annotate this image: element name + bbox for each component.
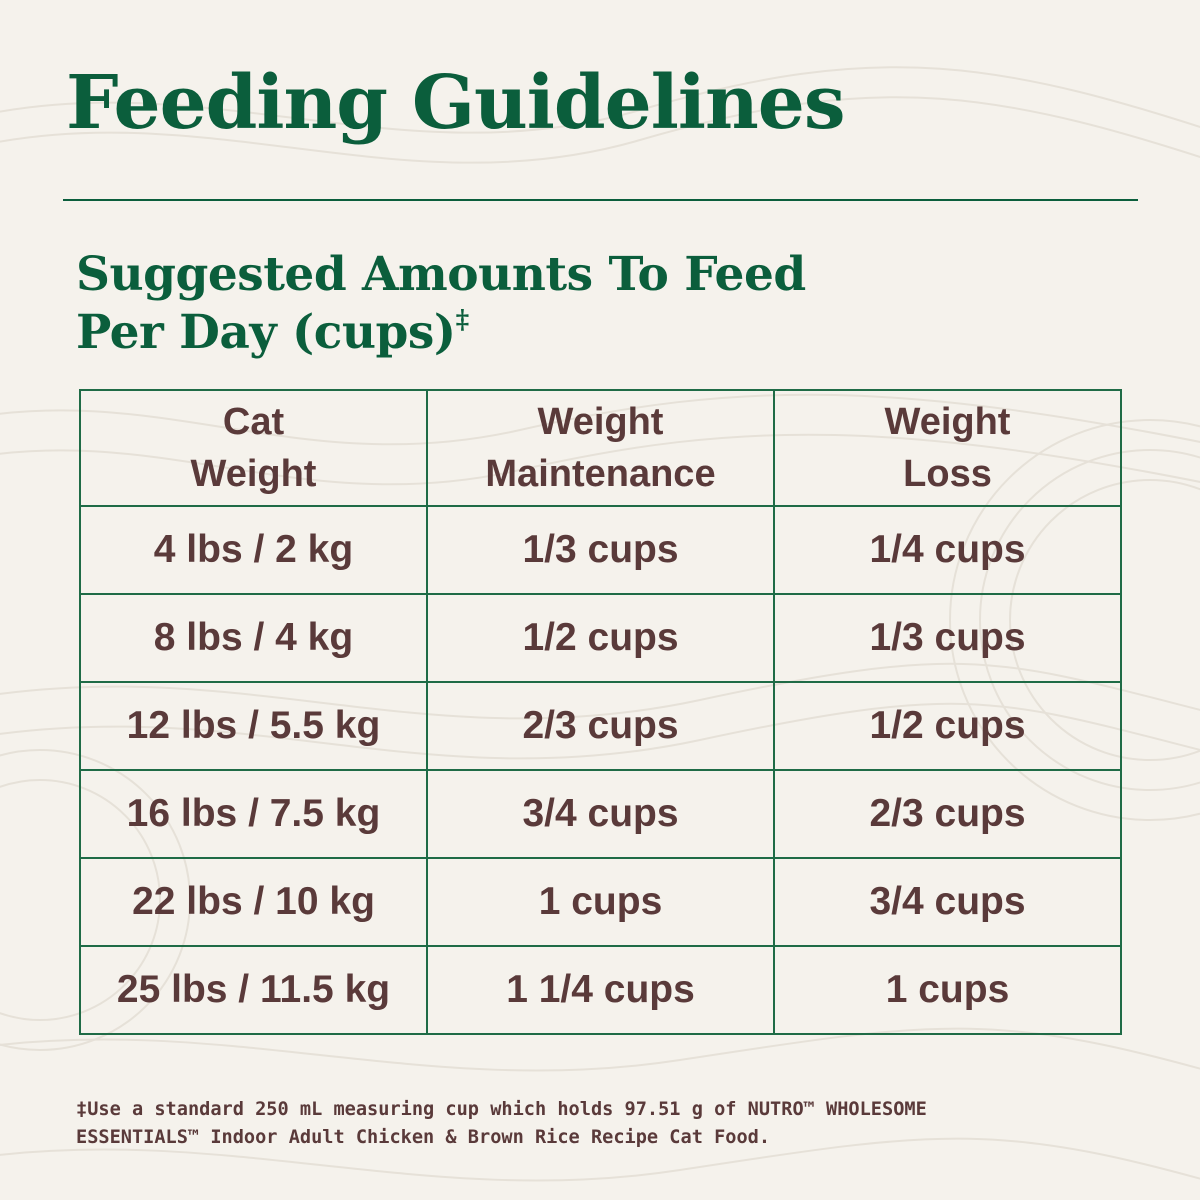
- subtitle-line-1: Suggested Amounts To Feed: [76, 247, 806, 302]
- footnote-line-1: ‡Use a standard 250 mL measuring cup whi…: [76, 1099, 927, 1120]
- subtitle-line-2: Per Day (cups): [76, 305, 456, 360]
- header-weight-maintenance: Weight Maintenance: [426, 389, 775, 507]
- cat-weight-cell: 8 lbs / 4 kg: [79, 593, 428, 683]
- weight-loss-cell: 2/3 cups: [773, 769, 1122, 859]
- maintenance-cell: 1/2 cups: [426, 593, 775, 683]
- feeding-table: Cat Weight Weight Maintenance Weight Los…: [79, 389, 1122, 1035]
- table-row: 16 lbs / 7.5 kg 3/4 cups 2/3 cups: [79, 769, 1122, 859]
- cat-weight-cell: 16 lbs / 7.5 kg: [79, 769, 428, 859]
- table-header-row: Cat Weight Weight Maintenance Weight Los…: [79, 389, 1122, 507]
- header-cat-weight: Cat Weight: [79, 389, 428, 507]
- table-row: 8 lbs / 4 kg 1/2 cups 1/3 cups: [79, 593, 1122, 683]
- cat-weight-cell: 4 lbs / 2 kg: [79, 505, 428, 595]
- table-row: 12 lbs / 5.5 kg 2/3 cups 1/2 cups: [79, 681, 1122, 771]
- weight-loss-cell: 1/3 cups: [773, 593, 1122, 683]
- footnote-line-2: ESSENTIALS™ Indoor Adult Chicken & Brown…: [76, 1127, 771, 1148]
- title-divider: [63, 199, 1138, 201]
- maintenance-cell: 1 cups: [426, 857, 775, 947]
- table-row: 25 lbs / 11.5 kg 1 1/4 cups 1 cups: [79, 945, 1122, 1035]
- cat-weight-cell: 12 lbs / 5.5 kg: [79, 681, 428, 771]
- maintenance-cell: 3/4 cups: [426, 769, 775, 859]
- table-row: 4 lbs / 2 kg 1/3 cups 1/4 cups: [79, 505, 1122, 595]
- table-subtitle: Suggested Amounts To Feed Per Day (cups)…: [76, 246, 806, 362]
- weight-loss-cell: 1/4 cups: [773, 505, 1122, 595]
- maintenance-cell: 1 1/4 cups: [426, 945, 775, 1035]
- cat-weight-cell: 22 lbs / 10 kg: [79, 857, 428, 947]
- maintenance-cell: 2/3 cups: [426, 681, 775, 771]
- table-row: 22 lbs / 10 kg 1 cups 3/4 cups: [79, 857, 1122, 947]
- weight-loss-cell: 1 cups: [773, 945, 1122, 1035]
- footnote: ‡Use a standard 250 mL measuring cup whi…: [76, 1096, 1156, 1152]
- cat-weight-cell: 25 lbs / 11.5 kg: [79, 945, 428, 1035]
- weight-loss-cell: 3/4 cups: [773, 857, 1122, 947]
- header-weight-loss: Weight Loss: [773, 389, 1122, 507]
- maintenance-cell: 1/3 cups: [426, 505, 775, 595]
- footnote-mark: ‡: [455, 305, 470, 335]
- page-title: Feeding Guidelines: [66, 60, 846, 146]
- weight-loss-cell: 1/2 cups: [773, 681, 1122, 771]
